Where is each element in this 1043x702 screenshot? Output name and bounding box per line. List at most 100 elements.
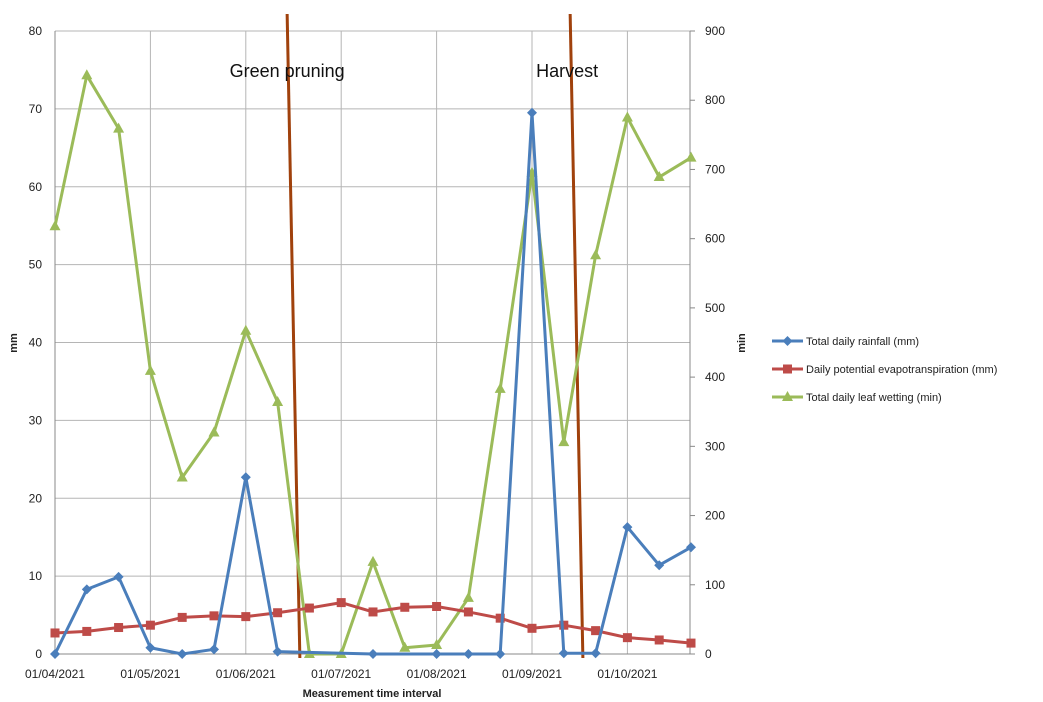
data-point [144,364,156,375]
y-axis-title-left: mm [8,333,20,353]
x-axis-title: Measurement time interval [303,688,442,700]
data-point [558,436,570,447]
data-point [782,391,793,401]
data-point [113,122,125,133]
data-point [431,649,442,659]
y-tick-label-right: 400 [705,370,725,384]
data-point [590,648,601,659]
data-point [272,396,284,407]
y-tick-label-left: 0 [35,647,42,661]
legend-item: Daily potential evapotranspiration (mm) [772,364,997,376]
y-tick-label-right: 900 [705,24,725,38]
legend-label: Total daily leaf wetting (min) [806,392,942,404]
data-point [399,641,411,652]
data-point [622,522,633,533]
data-point [463,649,474,659]
x-tick-label: 01/09/2021 [502,667,562,681]
data-point [685,151,697,162]
series-lines [49,69,697,659]
data-point [82,626,92,636]
data-point [431,639,443,650]
legend-label: Total daily rainfall (mm) [806,336,919,348]
event-label: Green pruning [230,61,345,81]
y-tick-label-left: 20 [29,491,43,505]
data-point [49,220,61,231]
data-point [209,644,219,655]
data-point [653,171,665,182]
data-point [367,555,379,566]
legend-item: Total daily leaf wetting (min) [772,391,942,404]
data-point [273,608,283,618]
y-tick-label-right: 100 [705,578,725,592]
data-point [621,111,633,122]
data-point [240,324,252,335]
gridlines [54,30,691,655]
x-tick-label: 01/04/2021 [25,667,85,681]
legend-label: Daily potential evapotranspiration (mm) [806,364,997,376]
data-point [654,560,665,571]
data-point [591,626,601,636]
y-tick-label-left: 80 [29,24,43,38]
y-tick-label-left: 60 [29,180,43,194]
data-point [81,69,93,80]
y-tick-label-right: 200 [705,509,725,523]
data-point [462,591,474,602]
data-point [494,382,506,393]
data-point [400,602,410,612]
series-0 [50,107,696,659]
axis-ticks: 0102030405060708001002003004005006007008… [25,24,725,681]
data-point [177,649,188,659]
data-point [50,628,60,638]
data-point [463,607,473,617]
data-point [176,471,188,482]
data-point [177,612,187,622]
data-point [686,542,696,553]
y-tick-label-right: 800 [705,93,725,107]
series-1 [50,598,696,648]
series-2 [49,69,697,658]
data-point [495,649,506,659]
legend: Total daily rainfall (mm) Daily potential… [772,336,997,404]
x-tick-label: 01/06/2021 [216,667,276,681]
data-point [432,601,442,611]
data-point [145,620,155,630]
data-point [241,612,251,622]
data-point [208,426,220,437]
data-point [304,603,314,613]
data-point [559,620,569,630]
y-tick-label-left: 70 [29,102,43,116]
data-point [272,646,283,657]
data-point [50,649,60,659]
x-tick-label: 01/07/2021 [311,667,371,681]
data-point [654,635,664,645]
y-tick-label-right: 300 [705,439,725,453]
data-point [590,249,602,260]
data-point [782,336,793,346]
y-axis-title-right: min [736,333,748,353]
y-tick-label-left: 40 [29,336,43,350]
y-tick-label-left: 30 [29,413,43,427]
data-point [527,107,537,118]
data-point [622,633,632,643]
y-tick-label-right: 600 [705,232,725,246]
data-point [558,648,569,659]
data-point [113,571,124,582]
y-tick-label-right: 0 [705,647,712,661]
y-tick-label-right: 700 [705,162,725,176]
legend-item: Total daily rainfall (mm) [772,336,919,348]
x-tick-label: 01/08/2021 [407,667,467,681]
data-point [368,607,378,617]
data-point [495,613,505,623]
x-tick-label: 01/05/2021 [120,667,180,681]
data-point [368,649,378,659]
data-point [527,623,537,633]
data-point [209,611,219,621]
event-markers: Green pruning Harvest [230,13,598,659]
data-point [240,472,251,483]
y-tick-label-left: 10 [29,569,43,583]
y-tick-label-left: 50 [29,258,43,272]
data-point [783,364,792,374]
data-point [114,623,124,633]
x-tick-label: 01/10/2021 [597,667,657,681]
